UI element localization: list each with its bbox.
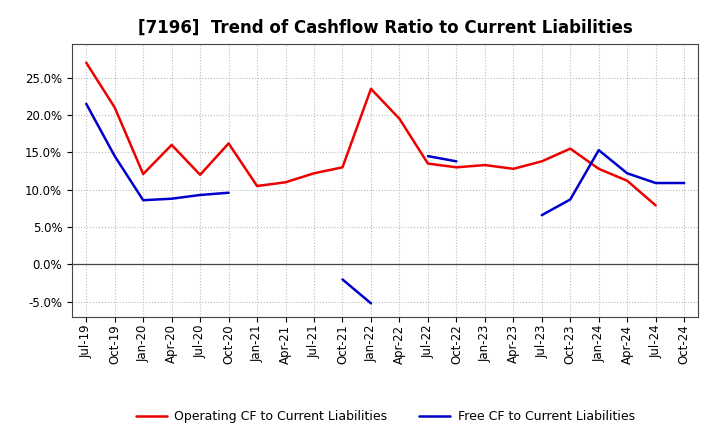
Free CF to Current Liabilities <box>225 190 233 195</box>
Free CF to Current Liabilities <box>167 196 176 202</box>
Operating CF to Current Liabilities <box>566 146 575 151</box>
Operating CF to Current Liabilities <box>310 171 318 176</box>
Free CF to Current Liabilities <box>82 101 91 106</box>
Operating CF to Current Liabilities <box>452 165 461 170</box>
Operating CF to Current Liabilities <box>139 172 148 177</box>
Line: Free CF to Current Liabilities: Free CF to Current Liabilities <box>86 104 229 200</box>
Operating CF to Current Liabilities <box>395 116 404 121</box>
Line: Operating CF to Current Liabilities: Operating CF to Current Liabilities <box>86 62 656 205</box>
Operating CF to Current Liabilities <box>282 180 290 185</box>
Free CF to Current Liabilities <box>110 154 119 159</box>
Operating CF to Current Liabilities <box>110 105 119 110</box>
Operating CF to Current Liabilities <box>253 183 261 189</box>
Operating CF to Current Liabilities <box>652 203 660 208</box>
Operating CF to Current Liabilities <box>82 60 91 65</box>
Operating CF to Current Liabilities <box>366 86 375 92</box>
Operating CF to Current Liabilities <box>509 166 518 172</box>
Operating CF to Current Liabilities <box>537 159 546 164</box>
Operating CF to Current Liabilities <box>196 172 204 177</box>
Operating CF to Current Liabilities <box>338 165 347 170</box>
Operating CF to Current Liabilities <box>480 162 489 168</box>
Operating CF to Current Liabilities <box>595 166 603 172</box>
Title: [7196]  Trend of Cashflow Ratio to Current Liabilities: [7196] Trend of Cashflow Ratio to Curren… <box>138 19 633 37</box>
Free CF to Current Liabilities <box>139 198 148 203</box>
Operating CF to Current Liabilities <box>623 178 631 183</box>
Free CF to Current Liabilities <box>196 192 204 198</box>
Operating CF to Current Liabilities <box>423 161 432 166</box>
Legend: Operating CF to Current Liabilities, Free CF to Current Liabilities: Operating CF to Current Liabilities, Fre… <box>131 405 639 428</box>
Operating CF to Current Liabilities <box>225 141 233 146</box>
Operating CF to Current Liabilities <box>167 142 176 147</box>
